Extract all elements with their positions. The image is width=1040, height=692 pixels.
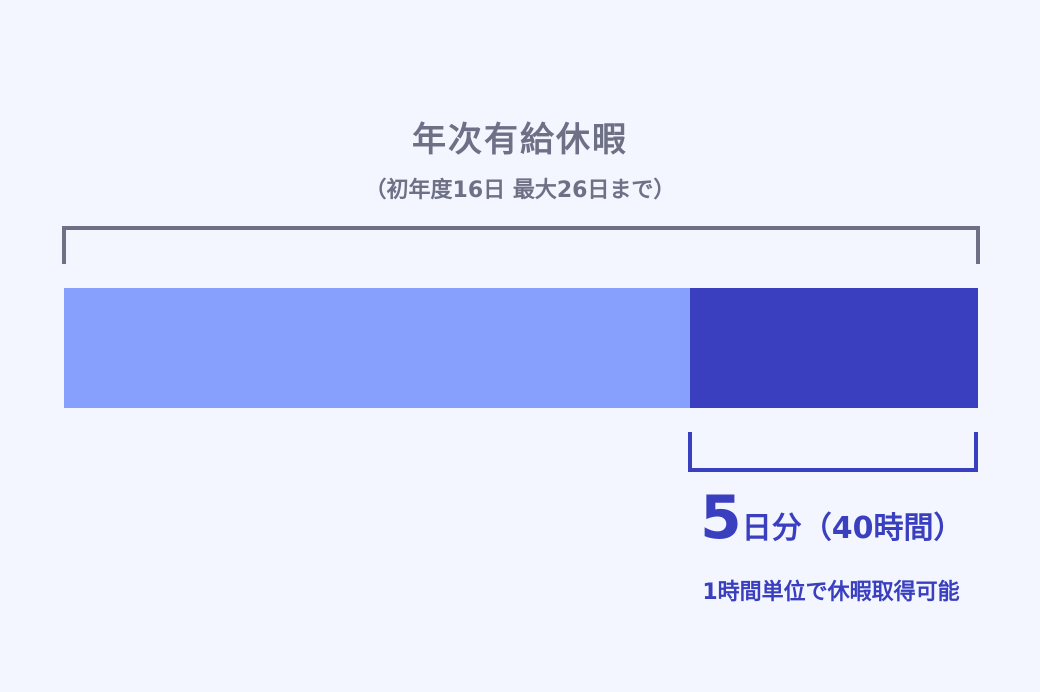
bar-hourly-segment	[690, 288, 978, 408]
hourly-amount-label: 5日分（40時間）	[700, 488, 964, 548]
diagram-title: 年次有給休暇	[412, 120, 628, 160]
hourly-note: 1時間単位で休暇取得可能	[702, 580, 960, 605]
hourly-days-number: 5	[700, 483, 742, 553]
hourly-days-unit: 日分（40時間）	[741, 511, 964, 546]
bar-remaining-segment	[64, 288, 690, 408]
diagram-subtitle: （初年度16日 最大26日まで）	[364, 178, 676, 203]
hourly-segment-bracket	[688, 432, 978, 472]
total-bracket	[62, 226, 980, 264]
